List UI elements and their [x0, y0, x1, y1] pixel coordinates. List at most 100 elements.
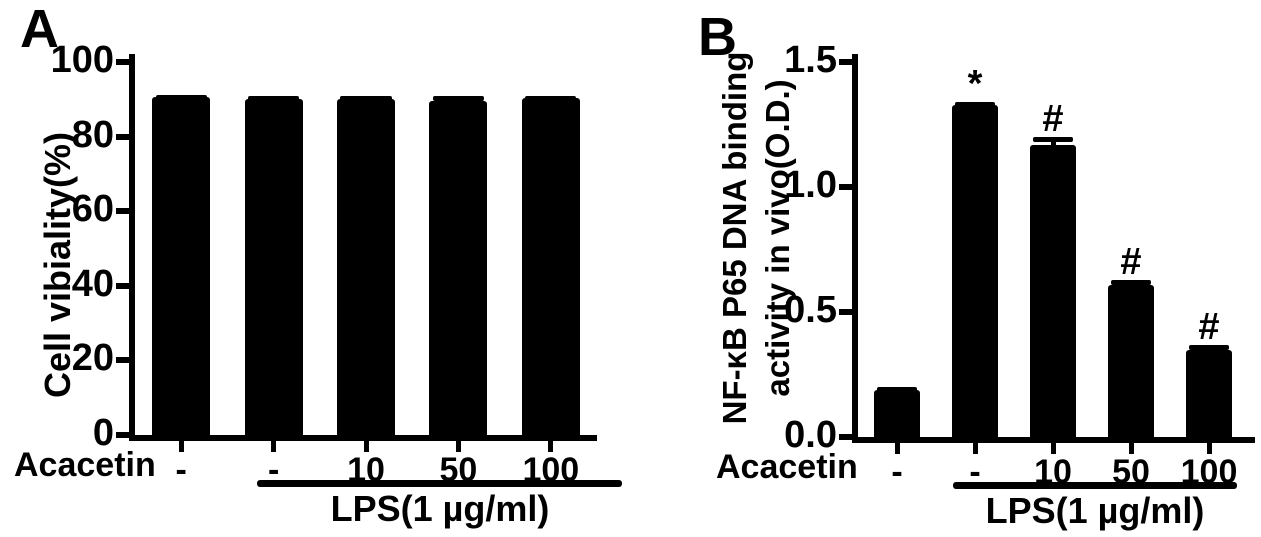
bar-slot: #	[1092, 62, 1170, 437]
y-axis-title-line: activity in vivo(O.D.)	[759, 79, 796, 397]
error-bar-stem	[455, 96, 461, 109]
bar-slot	[858, 62, 936, 437]
y-tick-label: 80	[71, 113, 114, 156]
x-axis-tick	[363, 441, 369, 452]
bar	[152, 97, 211, 435]
x-category: -	[227, 441, 319, 487]
x-tick-label: -	[891, 453, 903, 491]
panel-b-lps-group-underline	[953, 482, 1237, 489]
y-axis-tick	[839, 309, 852, 315]
panel-b-letter: B	[698, 7, 737, 67]
x-tick-label: -	[267, 451, 280, 489]
error-bar	[245, 96, 303, 107]
y-tick-label: 0.0	[784, 414, 837, 456]
x-axis-tick	[178, 441, 184, 452]
x-axis-tick	[455, 441, 461, 452]
x-axis-tick	[548, 441, 554, 452]
y-axis-tick	[116, 208, 129, 215]
bar	[1108, 284, 1154, 437]
panel-a-letter: A	[20, 0, 59, 59]
x-axis-tick	[894, 443, 900, 454]
panel-a-bars	[135, 62, 597, 435]
bar	[337, 99, 396, 435]
bar	[521, 98, 580, 435]
error-bar	[337, 96, 395, 108]
y-tick-label: 100	[50, 39, 114, 81]
x-axis-tick	[1050, 443, 1056, 454]
panel-a-row-label: Acacetin	[14, 446, 156, 484]
y-tick-label: 0	[92, 412, 114, 454]
bar-slot	[320, 62, 412, 435]
y-tick-label: 1.5	[784, 39, 837, 81]
error-bar-stem	[363, 96, 369, 108]
error-bar-stem	[271, 96, 277, 107]
significance-marker: #	[1042, 98, 1064, 140]
error-bar-stem	[1206, 344, 1212, 358]
x-tick-label: -	[969, 453, 981, 491]
y-axis-line-cap	[129, 54, 135, 62]
bar-slot	[135, 62, 227, 435]
error-bar	[152, 94, 210, 105]
x-axis-tick	[271, 441, 277, 452]
panel-b-row-label: Acacetin	[716, 448, 858, 486]
error-bar	[1186, 344, 1232, 358]
y-axis-line-cap	[852, 54, 858, 62]
bar	[1186, 349, 1232, 437]
x-category: -	[135, 441, 227, 487]
y-axis-tick	[839, 184, 852, 190]
y-axis-tick	[116, 282, 129, 289]
y-tick-label: 60	[71, 188, 114, 231]
error-bar	[1030, 137, 1076, 153]
bar-slot	[412, 62, 504, 435]
y-axis-tick	[116, 357, 129, 364]
panel-a-lps-group-underline	[257, 480, 622, 487]
error-bar-stem	[894, 387, 900, 398]
x-category: -	[936, 443, 1014, 489]
error-bar-stem	[972, 102, 978, 113]
x-axis-tick	[1206, 443, 1212, 454]
panel-a-plot-area: 0 20 40 60 80 100	[51, 41, 597, 452]
error-bar	[874, 387, 920, 398]
significance-marker: *	[967, 63, 983, 105]
x-axis-tick	[1128, 443, 1134, 454]
y-tick-label: 20	[71, 337, 114, 380]
bar-slot: #	[1014, 62, 1092, 437]
x-category: -	[858, 443, 936, 489]
bar-slot: #	[1170, 62, 1248, 437]
significance-marker: #	[1198, 305, 1220, 348]
bar	[1030, 144, 1076, 437]
error-bar	[429, 96, 487, 109]
y-tick-label: 0.5	[784, 289, 837, 331]
error-bar	[1108, 279, 1154, 293]
error-bar-stem	[178, 94, 184, 105]
error-bar-stem	[1128, 279, 1134, 293]
y-tick-label: 40	[71, 262, 114, 305]
y-axis-tick	[116, 133, 129, 140]
panel-a: A Cell vibiality(%) 0 20 40 60 80 100 - -10 50 1…	[0, 0, 630, 537]
significance-marker: #	[1120, 240, 1142, 283]
panel-b-y-axis-title: NF-κB P65 DNA binding activity in vivo(O.…	[713, 52, 799, 425]
panel-b-bars: * # # #	[858, 62, 1255, 437]
y-axis-tick	[839, 434, 852, 440]
error-bar-stem	[1050, 137, 1056, 153]
error-bar-stem	[548, 95, 554, 107]
x-tick-label: -	[175, 451, 187, 489]
y-tick-label: 1.0	[784, 164, 837, 206]
y-axis-title-line: NF-κB P65 DNA binding	[716, 51, 753, 425]
error-bar	[952, 102, 998, 113]
error-bar	[522, 95, 580, 107]
panel-b-plot-area: 0.0 0.5 1.0 1.5 * # # #	[784, 41, 1255, 454]
x-axis-tick	[972, 443, 978, 454]
bar	[429, 100, 488, 435]
panel-a-lps-group-label: LPS(1 µg/ml)	[330, 488, 550, 529]
y-axis-tick	[116, 432, 129, 438]
panel-b-lps-group-label: LPS(1 µg/ml)	[985, 490, 1205, 531]
bar	[244, 98, 303, 435]
bar	[952, 104, 998, 437]
y-axis-tick	[116, 59, 129, 65]
bar-slot: *	[936, 62, 1014, 437]
bar-slot	[505, 62, 597, 435]
y-axis-tick	[839, 59, 852, 65]
panel-b: B NF-κB P65 DNA binding activity in vivo(…	[630, 0, 1261, 537]
